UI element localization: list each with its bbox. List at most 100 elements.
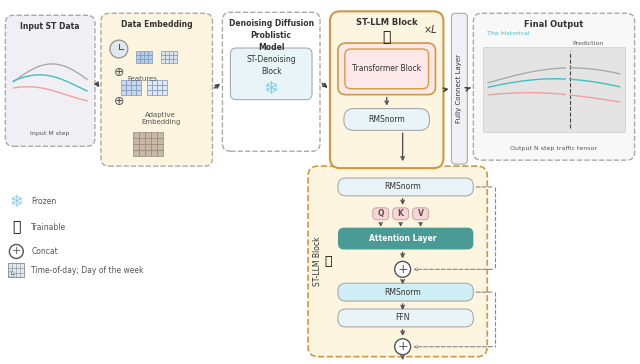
Bar bbox=[133, 138, 139, 144]
Bar bbox=[121, 85, 126, 90]
Bar bbox=[162, 90, 166, 95]
Text: +: + bbox=[397, 263, 408, 276]
Bar bbox=[139, 144, 145, 150]
Text: RMSnorm: RMSnorm bbox=[369, 115, 405, 124]
Text: K: K bbox=[397, 209, 404, 218]
Bar bbox=[136, 59, 140, 63]
Text: Fully Connect Layer: Fully Connect Layer bbox=[456, 54, 462, 123]
Bar bbox=[161, 59, 164, 63]
Bar bbox=[145, 138, 151, 144]
Bar bbox=[161, 51, 164, 55]
Text: ⊕: ⊕ bbox=[114, 95, 124, 108]
Bar bbox=[148, 51, 152, 55]
Text: Q: Q bbox=[378, 209, 384, 218]
Bar bbox=[157, 85, 162, 90]
Bar bbox=[151, 144, 157, 150]
Bar bbox=[164, 55, 169, 59]
Bar bbox=[136, 90, 141, 95]
Text: Features: Features bbox=[128, 76, 158, 82]
Text: ST-LLM Block: ST-LLM Block bbox=[312, 237, 321, 286]
Bar bbox=[169, 55, 173, 59]
Text: Data Embedding: Data Embedding bbox=[121, 20, 193, 29]
Bar bbox=[147, 80, 152, 85]
Bar bbox=[136, 80, 141, 85]
Text: Attention Layer: Attention Layer bbox=[369, 234, 436, 243]
Bar bbox=[152, 85, 157, 90]
Bar bbox=[161, 55, 164, 59]
Bar bbox=[131, 85, 136, 90]
FancyBboxPatch shape bbox=[338, 178, 474, 196]
Bar bbox=[169, 51, 173, 55]
Bar bbox=[157, 138, 163, 144]
Bar bbox=[139, 150, 145, 156]
Bar bbox=[140, 59, 144, 63]
Text: RMSnorm: RMSnorm bbox=[384, 288, 421, 297]
FancyBboxPatch shape bbox=[101, 13, 212, 166]
Text: Denoising Diffusion: Denoising Diffusion bbox=[228, 19, 314, 28]
Bar bbox=[140, 51, 144, 55]
Bar bbox=[151, 138, 157, 144]
Bar bbox=[126, 80, 131, 85]
FancyBboxPatch shape bbox=[5, 15, 95, 146]
Bar bbox=[148, 59, 152, 63]
Bar bbox=[144, 59, 148, 63]
Text: 🔥: 🔥 bbox=[383, 30, 391, 44]
Bar bbox=[148, 55, 152, 59]
Bar bbox=[145, 150, 151, 156]
Bar bbox=[157, 80, 162, 85]
Bar bbox=[144, 51, 148, 55]
Bar bbox=[139, 132, 145, 138]
FancyBboxPatch shape bbox=[451, 13, 467, 164]
FancyBboxPatch shape bbox=[345, 49, 429, 89]
Bar bbox=[121, 90, 126, 95]
Bar bbox=[140, 55, 144, 59]
Text: ST-Denoising: ST-Denoising bbox=[246, 55, 296, 64]
Text: Final Output: Final Output bbox=[524, 20, 584, 29]
FancyBboxPatch shape bbox=[230, 48, 312, 100]
FancyBboxPatch shape bbox=[330, 11, 444, 168]
Bar bbox=[145, 132, 151, 138]
Text: Input ST Data: Input ST Data bbox=[20, 22, 80, 31]
Text: The historical: The historical bbox=[487, 31, 530, 36]
Bar bbox=[147, 90, 152, 95]
Bar bbox=[121, 80, 126, 85]
Text: Model: Model bbox=[258, 43, 284, 52]
Bar bbox=[152, 90, 157, 95]
FancyBboxPatch shape bbox=[474, 13, 635, 160]
Bar bbox=[133, 150, 139, 156]
Bar bbox=[136, 51, 140, 55]
Bar bbox=[162, 80, 166, 85]
Bar bbox=[139, 138, 145, 144]
FancyBboxPatch shape bbox=[223, 12, 320, 151]
Circle shape bbox=[395, 261, 411, 277]
Bar bbox=[131, 90, 136, 95]
Bar bbox=[157, 144, 163, 150]
Bar bbox=[151, 150, 157, 156]
Text: Problistic: Problistic bbox=[251, 31, 292, 40]
Text: 🔥: 🔥 bbox=[12, 221, 20, 235]
Text: FFN: FFN bbox=[396, 313, 410, 323]
Bar bbox=[147, 85, 152, 90]
FancyBboxPatch shape bbox=[308, 166, 487, 357]
Text: Prediction: Prediction bbox=[573, 40, 604, 46]
FancyBboxPatch shape bbox=[338, 283, 474, 301]
Text: V: V bbox=[418, 209, 424, 218]
FancyBboxPatch shape bbox=[338, 228, 474, 249]
Bar bbox=[173, 51, 177, 55]
Text: Output N step traffic tensor: Output N step traffic tensor bbox=[511, 146, 598, 151]
Text: Frozen: Frozen bbox=[31, 197, 56, 206]
Text: ⊕: ⊕ bbox=[114, 66, 124, 79]
FancyBboxPatch shape bbox=[338, 309, 474, 327]
Bar bbox=[483, 47, 625, 132]
Text: Transformer Block: Transformer Block bbox=[352, 64, 421, 74]
Text: +: + bbox=[397, 340, 408, 353]
FancyBboxPatch shape bbox=[372, 208, 388, 220]
Bar bbox=[169, 59, 173, 63]
Text: Input M step: Input M step bbox=[31, 131, 70, 136]
Circle shape bbox=[110, 40, 128, 58]
Bar bbox=[133, 132, 139, 138]
Circle shape bbox=[8, 271, 14, 277]
Text: 🔥: 🔥 bbox=[324, 255, 332, 268]
Bar bbox=[152, 80, 157, 85]
Bar bbox=[131, 80, 136, 85]
